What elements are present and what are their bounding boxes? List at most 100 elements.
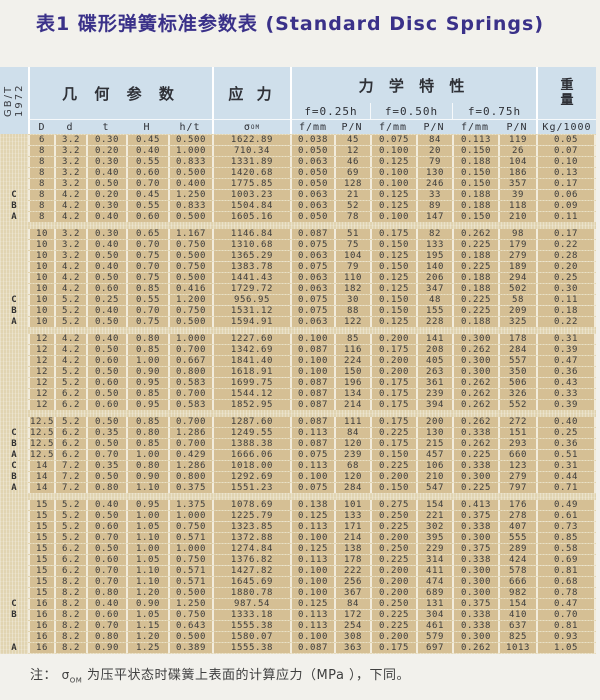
table-cell: 0.150 — [370, 295, 416, 305]
table-cell: 15 — [28, 544, 54, 554]
table-cell: 0.200 — [370, 588, 416, 598]
table-cell: 210 — [416, 472, 452, 482]
table-cell: 502 — [498, 284, 536, 294]
table-cell: 8.2 — [54, 621, 86, 631]
table-cell: 367 — [334, 588, 370, 598]
table-cell: 8.2 — [54, 577, 86, 587]
table-cell: 363 — [334, 643, 370, 653]
table-cell: 0.100 — [290, 566, 334, 576]
table-cell: 279 — [498, 472, 536, 482]
table-cell: 8 — [28, 201, 54, 211]
table-cell: 0.075 — [290, 306, 334, 316]
table-cell: 0.075 — [290, 262, 334, 272]
table-cell: 15 — [28, 500, 54, 510]
table-cell: 0.100 — [290, 577, 334, 587]
table-cell: 4.2 — [54, 273, 86, 283]
table-cell: 0.100 — [370, 168, 416, 178]
table-cell: 1.10 — [126, 483, 168, 493]
table-cell: 0.571 — [168, 577, 212, 587]
table-cell: 133 — [334, 511, 370, 521]
table-cell: 666 — [498, 577, 536, 587]
grade-label: C — [11, 599, 17, 609]
table-cell: 12.5 — [28, 439, 54, 449]
table-cell: 0.063 — [290, 251, 334, 261]
table-cell: 5.2 — [54, 306, 86, 316]
table-cell: 272 — [498, 417, 536, 427]
table-cell: 0.087 — [290, 229, 334, 239]
table-cell: 0.70 — [86, 566, 126, 576]
table-cell: 0.100 — [370, 212, 416, 222]
table-cell: 0.100 — [290, 367, 334, 377]
table-row: 15 6.2 0.70 1.10 0.571 1427.82 0.100 222 0.200 41… — [0, 566, 596, 576]
table-cell: 1365.29 — [212, 251, 290, 261]
table-cell: 186 — [498, 168, 536, 178]
table-cell: 0.85 — [126, 284, 168, 294]
table-cell: 0.416 — [168, 284, 212, 294]
table-cell: 1227.60 — [212, 334, 290, 344]
table-cell: 140 — [416, 262, 452, 272]
table-cell: 79 — [334, 262, 370, 272]
table-cell: 111 — [334, 417, 370, 427]
table-cell: 0.175 — [370, 229, 416, 239]
table-cell: 1.05 — [536, 643, 596, 653]
table-cell: 0.81 — [536, 621, 596, 631]
table-cell: 1.25 — [126, 643, 168, 653]
table-cell: 0.50 — [86, 439, 126, 449]
table-cell: 1.00 — [126, 356, 168, 366]
table-cell: 12 — [334, 146, 370, 156]
footnote-sigma: σOM — [61, 668, 83, 685]
table-cell: 221 — [416, 511, 452, 521]
table-cell: 20 — [416, 146, 452, 156]
table-cell: 8 — [28, 146, 54, 156]
table-cell: 0.95 — [126, 500, 168, 510]
table-cell: 0.100 — [290, 334, 334, 344]
table-cell: 141 — [416, 334, 452, 344]
table-cell: 1.167 — [168, 229, 212, 239]
table-cell: 1666.06 — [212, 450, 290, 460]
grade-label — [0, 544, 28, 554]
table-cell: 689 — [416, 588, 452, 598]
table-cell: 0.50 — [86, 389, 126, 399]
table-row: 8 3.2 0.30 0.55 0.833 1331.89 0.063 46 0.125 79 0.… — [0, 157, 596, 167]
table-cell: 0.375 — [452, 599, 498, 609]
grade-label — [0, 500, 28, 510]
table-cell: 0.375 — [452, 511, 498, 521]
table-cell: 0.375 — [168, 483, 212, 493]
table-cell: 0.087 — [290, 389, 334, 399]
table-cell: 5.2 — [54, 317, 86, 327]
table-cell: 1.10 — [126, 566, 168, 576]
table-cell: 0.35 — [86, 428, 126, 438]
table-cell: 0.250 — [370, 599, 416, 609]
table-row: A 12.5 6.2 0.70 1.00 0.429 1666.06 0.075 239 0.15… — [0, 450, 596, 460]
table-cell: 1.250 — [168, 599, 212, 609]
table-cell: 0.50 — [86, 417, 126, 427]
table-cell: 0.40 — [86, 334, 126, 344]
table-cell: 16 — [28, 632, 54, 642]
table-cell: 6.2 — [54, 428, 86, 438]
table-cell: 0.55 — [126, 201, 168, 211]
table-cell: 0.80 — [126, 428, 168, 438]
table-cell: 0.750 — [168, 240, 212, 250]
table-cell: 1.200 — [168, 295, 212, 305]
table-cell: 8 — [28, 168, 54, 178]
table-cell: 0.300 — [452, 472, 498, 482]
table-cell: 0.39 — [536, 400, 596, 410]
table-cell: 0.338 — [452, 461, 498, 471]
table-cell: 8 — [28, 157, 54, 167]
table-cell: 552 — [498, 400, 536, 410]
table-cell: 0.11 — [536, 295, 596, 305]
table-cell: 0.225 — [370, 428, 416, 438]
table-cell: 1605.16 — [212, 212, 290, 222]
table-cell: 557 — [498, 356, 536, 366]
table-cell: 0.087 — [290, 417, 334, 427]
table-cell: 82 — [416, 229, 452, 239]
table-cell: 284 — [334, 483, 370, 493]
table-cell: 214 — [334, 400, 370, 410]
table-cell: 0.60 — [86, 555, 126, 565]
table-cell: 1775.85 — [212, 179, 290, 189]
table-cell: 0.571 — [168, 566, 212, 576]
table-cell: 12 — [28, 345, 54, 355]
table-cell: 350 — [498, 367, 536, 377]
table-cell: 0.583 — [168, 378, 212, 388]
